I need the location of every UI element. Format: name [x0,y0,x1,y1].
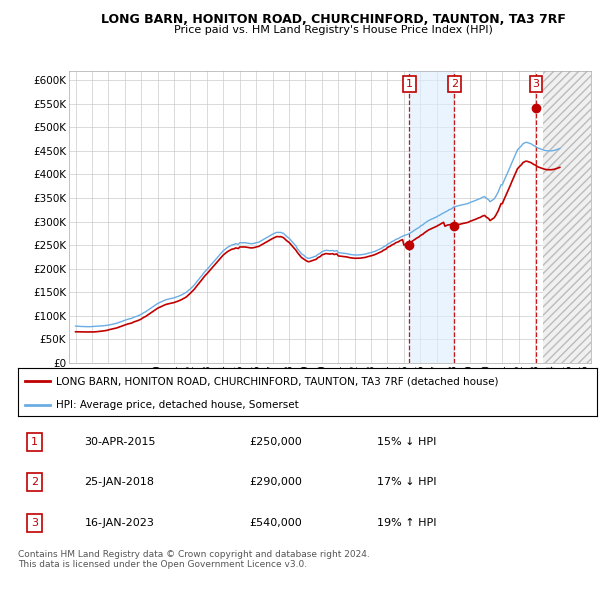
Text: 16-JAN-2023: 16-JAN-2023 [85,518,154,528]
Text: 17% ↓ HPI: 17% ↓ HPI [377,477,436,487]
Text: 1: 1 [406,79,413,89]
Text: HPI: Average price, detached house, Somerset: HPI: Average price, detached house, Some… [56,400,298,410]
Text: 3: 3 [31,518,38,528]
Text: 2: 2 [451,79,458,89]
Text: 25-JAN-2018: 25-JAN-2018 [85,477,155,487]
Text: Price paid vs. HM Land Registry's House Price Index (HPI): Price paid vs. HM Land Registry's House … [173,25,493,35]
Text: 15% ↓ HPI: 15% ↓ HPI [377,437,436,447]
Text: LONG BARN, HONITON ROAD, CHURCHINFORD, TAUNTON, TA3 7RF: LONG BARN, HONITON ROAD, CHURCHINFORD, T… [101,13,565,26]
Text: 1: 1 [31,437,38,447]
Text: 30-APR-2015: 30-APR-2015 [85,437,156,447]
Text: £540,000: £540,000 [250,518,302,528]
Text: £290,000: £290,000 [250,477,302,487]
Bar [409,71,454,363]
Text: 2: 2 [31,477,38,487]
Text: 3: 3 [533,79,539,89]
Text: Contains HM Land Registry data © Crown copyright and database right 2024.
This d: Contains HM Land Registry data © Crown c… [18,550,370,569]
Text: LONG BARN, HONITON ROAD, CHURCHINFORD, TAUNTON, TA3 7RF (detached house): LONG BARN, HONITON ROAD, CHURCHINFORD, T… [56,376,498,386]
Text: 19% ↑ HPI: 19% ↑ HPI [377,518,436,528]
Text: £250,000: £250,000 [250,437,302,447]
